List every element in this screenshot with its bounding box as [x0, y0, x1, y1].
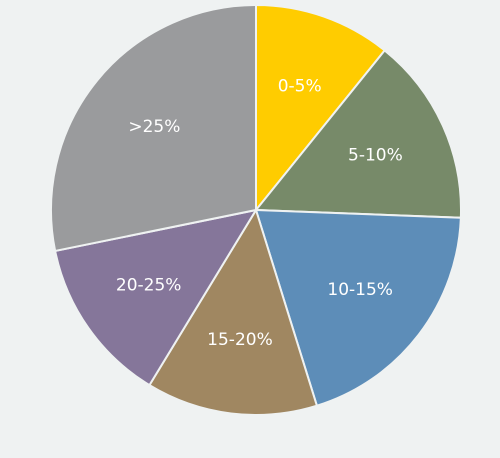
- slice-label: >25%: [128, 117, 180, 137]
- pie-slice: [253, 49, 462, 219]
- slice-label: 5-10%: [348, 146, 403, 166]
- slice-label: 15-20%: [207, 330, 273, 350]
- slice-label: 0-5%: [278, 76, 322, 96]
- pie-slice: [50, 3, 257, 253]
- pie-slice: [255, 3, 387, 213]
- pie-slice: [254, 208, 462, 407]
- pie-slice: [53, 208, 259, 387]
- pie-slice: [148, 207, 319, 416]
- slice-label: 10-15%: [327, 280, 393, 300]
- slice-label: 20-25%: [116, 275, 182, 295]
